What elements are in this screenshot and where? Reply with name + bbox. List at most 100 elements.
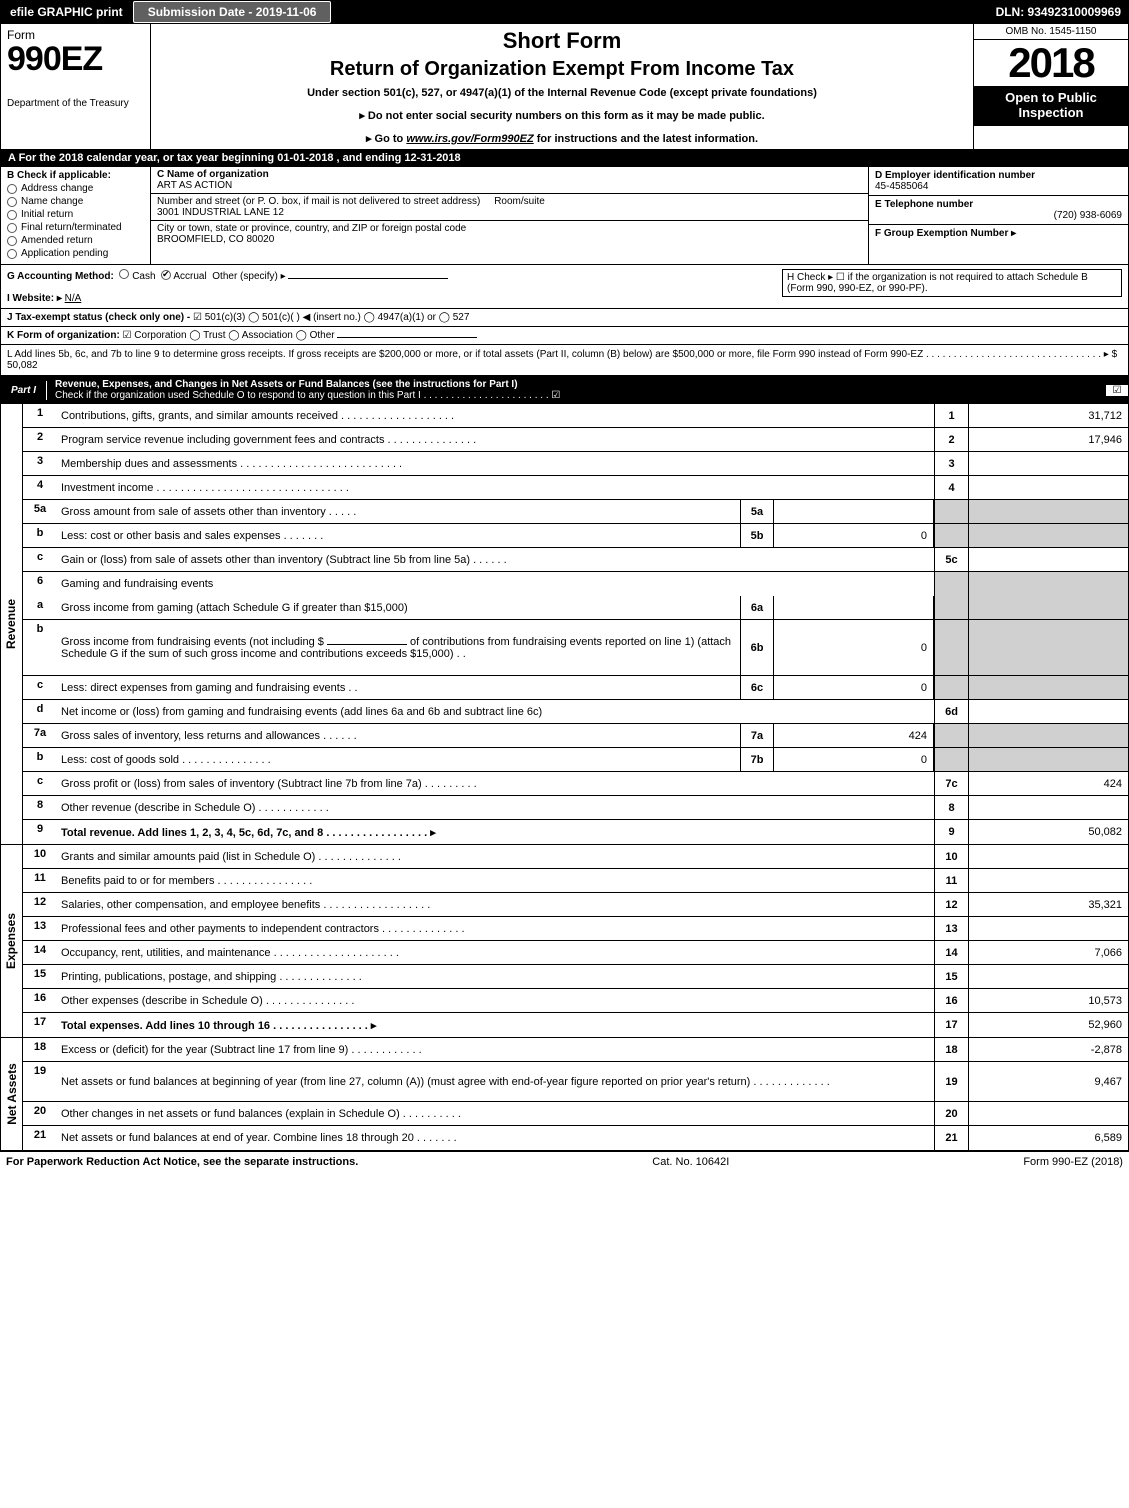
line-5a: 5a Gross amount from sale of assets othe… [23, 500, 1128, 524]
part-1-title: Revenue, Expenses, and Changes in Net As… [47, 376, 1106, 404]
line-5b: b Less: cost or other basis and sales ex… [23, 524, 1128, 548]
line-5b-value: 0 [774, 524, 934, 547]
check-name-change[interactable]: Name change [7, 196, 144, 207]
section-c: C Name of organization ART AS ACTION Num… [151, 167, 868, 264]
line-6d: d Net income or (loss) from gaming and f… [23, 700, 1128, 724]
room-label: Room/suite [494, 196, 545, 207]
irs-link[interactable]: www.irs.gov/Form990EZ [406, 133, 533, 145]
line-7c: c Gross profit or (loss) from sales of i… [23, 772, 1128, 796]
net-assets-side-label: Net Assets [1, 1038, 23, 1150]
note-no-ssn: ▸ Do not enter social security numbers o… [159, 109, 965, 122]
line-3: 3 Membership dues and assessments . . . … [23, 452, 1128, 476]
section-b-label: B Check if applicable: [7, 170, 144, 181]
line-2-value: 17,946 [968, 428, 1128, 451]
org-city: BROOMFIELD, CO 80020 [157, 234, 274, 245]
line-18-value: -2,878 [968, 1038, 1128, 1061]
department-label: Department of the Treasury [7, 98, 144, 109]
section-e: E Telephone number (720) 938-6069 [869, 196, 1128, 225]
efile-label: efile GRAPHIC print [0, 5, 133, 19]
tax-year: 2018 [974, 40, 1128, 86]
line-6d-value [968, 700, 1128, 723]
line-10-value [968, 845, 1128, 868]
line-10: 10 Grants and similar amounts paid (list… [23, 845, 1128, 869]
section-c-label: C Name of organization [157, 169, 269, 180]
line-19: 19 Net assets or fund balances at beginn… [23, 1062, 1128, 1102]
section-k: K Form of organization: ☑ Corporation ◯ … [0, 327, 1129, 345]
line-12: 12 Salaries, other compensation, and emp… [23, 893, 1128, 917]
part-1-header: Part I Revenue, Expenses, and Changes in… [0, 376, 1129, 404]
line-5a-value [774, 500, 934, 523]
line-11-value [968, 869, 1128, 892]
line-7b-value: 0 [774, 748, 934, 771]
section-b: B Check if applicable: Address change Na… [1, 167, 151, 264]
period-bar: A For the 2018 calendar year, or tax yea… [0, 150, 1129, 167]
line-6b-value: 0 [774, 620, 934, 675]
check-application-pending[interactable]: Application pending [7, 248, 144, 259]
line-13-value [968, 917, 1128, 940]
note-goto-prefix: ▸ Go to [366, 133, 406, 145]
section-d-label: D Employer identification number [875, 170, 1035, 181]
section-e-label: E Telephone number [875, 199, 973, 210]
line-3-value [968, 452, 1128, 475]
net-assets-section: Net Assets 18 Excess or (deficit) for th… [0, 1038, 1129, 1151]
note-goto: ▸ Go to www.irs.gov/Form990EZ for instru… [159, 132, 965, 145]
line-15-value [968, 965, 1128, 988]
title-return: Return of Organization Exempt From Incom… [159, 58, 965, 81]
line-7a: 7a Gross sales of inventory, less return… [23, 724, 1128, 748]
title-sub: Under section 501(c), 527, or 4947(a)(1)… [159, 87, 965, 99]
org-name: ART AS ACTION [157, 180, 232, 191]
line-21: 21 Net assets or fund balances at end of… [23, 1126, 1128, 1150]
check-amended-return[interactable]: Amended return [7, 235, 144, 246]
expenses-section: Expenses 10 Grants and similar amounts p… [0, 845, 1129, 1038]
line-6c-value: 0 [774, 676, 934, 699]
part-1-checkbox[interactable]: ☑ [1106, 385, 1128, 396]
top-bar: efile GRAPHIC print Submission Date - 20… [0, 0, 1129, 24]
revenue-section: Revenue 1 Contributions, gifts, grants, … [0, 404, 1129, 845]
section-g-h: G Accounting Method: Cash Accrual Other … [0, 265, 1129, 309]
line-5c: c Gain or (loss) from sale of assets oth… [23, 548, 1128, 572]
section-j-opts: ☑ 501(c)(3) ◯ 501(c)( ) ◀ (insert no.) ◯… [193, 312, 469, 323]
line-7a-value: 424 [774, 724, 934, 747]
expenses-side-label: Expenses [1, 845, 23, 1037]
check-address-change[interactable]: Address change [7, 183, 144, 194]
line-4: 4 Investment income . . . . . . . . . . … [23, 476, 1128, 500]
city-label: City or town, state or province, country… [157, 223, 466, 234]
line-7c-value: 424 [968, 772, 1128, 795]
line-20-value [968, 1102, 1128, 1125]
header-center: Short Form Return of Organization Exempt… [151, 24, 973, 149]
open-public: Open to Public Inspection [974, 86, 1128, 126]
section-l: L Add lines 5b, 6c, and 7b to line 9 to … [0, 345, 1129, 376]
submission-date: Submission Date - 2019-11-06 [133, 1, 332, 23]
line-6b-contrib-input[interactable] [327, 644, 407, 645]
check-final-return[interactable]: Final return/terminated [7, 222, 144, 233]
other-method-input[interactable] [288, 278, 448, 279]
line-6c: c Less: direct expenses from gaming and … [23, 676, 1128, 700]
footer-right: Form 990-EZ (2018) [1023, 1156, 1123, 1168]
check-initial-return[interactable]: Initial return [7, 209, 144, 220]
line-6a: a Gross income from gaming (attach Sched… [23, 596, 1128, 620]
header-left: Form 990EZ Department of the Treasury [1, 24, 151, 149]
section-d-e-f: D Employer identification number 45-4585… [868, 167, 1128, 264]
section-g: G Accounting Method: Cash Accrual Other … [7, 269, 782, 304]
section-j: J Tax-exempt status (check only one) - ☑… [0, 309, 1129, 327]
line-9-value: 50,082 [968, 820, 1128, 844]
line-1-value: 31,712 [968, 404, 1128, 427]
section-f: F Group Exemption Number ▸ [869, 225, 1128, 264]
line-8-value [968, 796, 1128, 819]
accrual-radio[interactable] [161, 270, 171, 280]
section-d: D Employer identification number 45-4585… [869, 167, 1128, 196]
form-header: Form 990EZ Department of the Treasury Sh… [0, 24, 1129, 150]
section-h: H Check ▸ ☐ if the organization is not r… [782, 269, 1122, 297]
addr-label: Number and street (or P. O. box, if mail… [157, 196, 480, 207]
other-org-input[interactable] [337, 337, 477, 338]
line-15: 15 Printing, publications, postage, and … [23, 965, 1128, 989]
cash-radio[interactable] [119, 269, 129, 279]
section-k-opts: ☑ Corporation ◯ Trust ◯ Association ◯ Ot… [123, 330, 335, 341]
line-18: 18 Excess or (deficit) for the year (Sub… [23, 1038, 1128, 1062]
omb-number: OMB No. 1545-1150 [974, 24, 1128, 40]
line-16: 16 Other expenses (describe in Schedule … [23, 989, 1128, 1013]
org-name-block: C Name of organization ART AS ACTION [151, 167, 868, 194]
revenue-side-label: Revenue [1, 404, 23, 844]
line-19-value: 9,467 [968, 1062, 1128, 1101]
line-2: 2 Program service revenue including gove… [23, 428, 1128, 452]
